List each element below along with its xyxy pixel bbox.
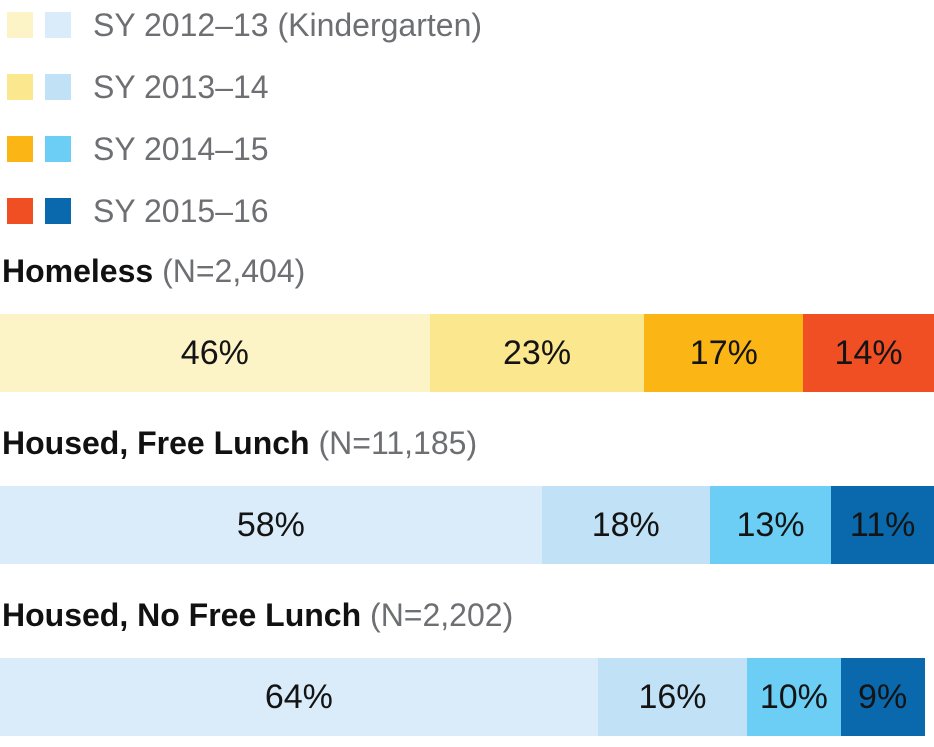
bar-segment: 14%: [803, 314, 934, 392]
legend-label: SY 2014–15: [93, 131, 269, 167]
stacked-bar: 46% 23% 17% 14%: [0, 314, 934, 392]
group-header: Homeless (N=2,404): [0, 252, 934, 290]
segment-value-label: 23%: [503, 333, 572, 372]
bar-segment: 46%: [0, 314, 430, 392]
legend-label: SY 2012–13 (Kindergarten): [93, 7, 483, 43]
chart-groups: Homeless (N=2,404) 46% 23% 17% 14% Housed, Fr…: [0, 252, 934, 736]
bar-segment: 9%: [840, 658, 925, 736]
legend-swatch-warm-icon: [7, 74, 33, 100]
segment-value-label: 18%: [591, 505, 660, 544]
legend-swatch-warm-icon: [7, 12, 33, 38]
group-header: Housed, Free Lunch (N=11,185): [0, 424, 934, 462]
segment-value-label: 46%: [180, 333, 249, 372]
bar-segment: 16%: [597, 658, 748, 736]
segment-value-label: 10%: [759, 677, 828, 716]
bar-segment: 23%: [429, 314, 645, 392]
legend-swatch-cool-icon: [45, 198, 71, 224]
legend-swatch-cool-icon: [45, 74, 71, 100]
stacked-bar: 64% 16% 10% 9%: [0, 658, 934, 736]
legend-swatch-cool-icon: [45, 12, 71, 38]
segment-value-label: 13%: [736, 505, 805, 544]
segment-value-label: 64%: [264, 677, 333, 716]
segment-value-label: 58%: [236, 505, 305, 544]
bar-segment: 58%: [0, 486, 542, 564]
bar-segment: 64%: [0, 658, 598, 736]
group-name: Housed, No Free Lunch: [2, 597, 362, 633]
stacked-bar: 58% 18% 13% 11%: [0, 486, 934, 564]
legend-label: SY 2015–16: [93, 193, 269, 229]
segment-value-label: 16%: [638, 677, 707, 716]
segment-value-label: 14%: [834, 333, 903, 372]
group-sample-size: (N=2,404): [162, 253, 306, 289]
group-header: Housed, No Free Lunch (N=2,202): [0, 596, 934, 634]
legend-row: SY 2014–15: [7, 131, 934, 167]
segment-value-label: 9%: [858, 677, 908, 716]
bar-segment: 17%: [644, 314, 804, 392]
bar-segment: 11%: [831, 486, 934, 564]
bar-segment: 10%: [747, 658, 841, 736]
legend-row: SY 2012–13 (Kindergarten): [7, 7, 934, 43]
chart-legend: SY 2012–13 (Kindergarten) SY 2013–14 SY 20…: [0, 7, 934, 229]
group-sample-size: (N=11,185): [318, 425, 478, 461]
legend-swatch-cool-icon: [45, 136, 71, 162]
legend-row: SY 2013–14: [7, 69, 934, 105]
segment-value-label: 11%: [849, 505, 916, 544]
bar-segment: 18%: [541, 486, 710, 564]
legend-row: SY 2015–16: [7, 193, 934, 229]
legend-label: SY 2013–14: [93, 69, 269, 105]
group-sample-size: (N=2,202): [370, 597, 514, 633]
group-name: Housed, Free Lunch: [2, 425, 310, 461]
bar-segment: 13%: [709, 486, 832, 564]
legend-swatch-warm-icon: [7, 136, 33, 162]
segment-value-label: 17%: [689, 333, 758, 372]
legend-swatch-warm-icon: [7, 198, 33, 224]
group-name: Homeless: [2, 253, 154, 289]
